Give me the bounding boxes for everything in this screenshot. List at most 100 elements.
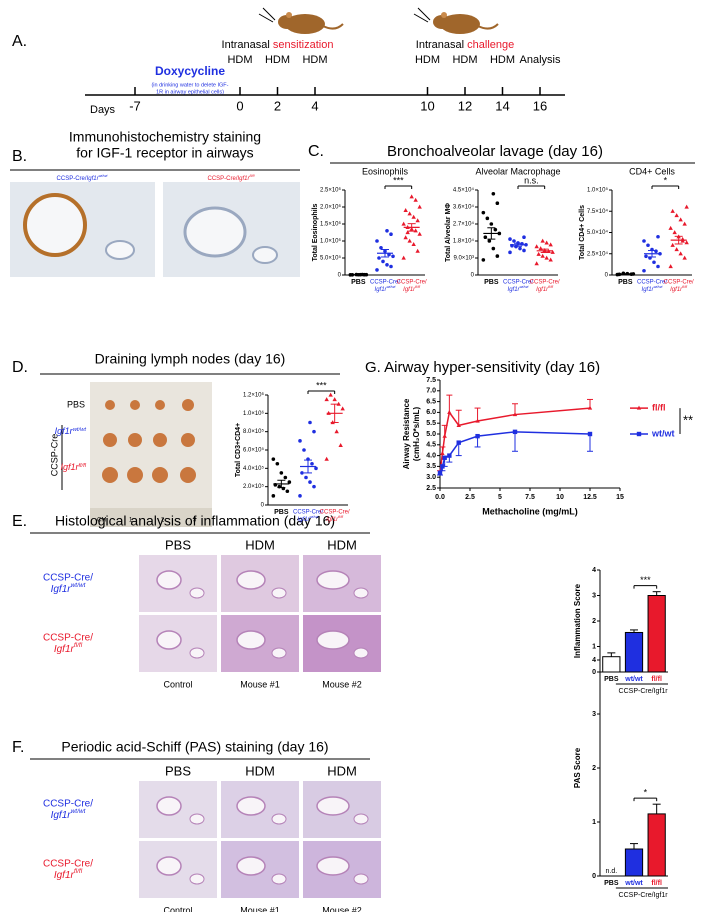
marker xyxy=(302,448,306,452)
doxycycline: Doxycycline xyxy=(155,64,225,78)
airway xyxy=(271,813,287,825)
significance: *** xyxy=(640,575,651,585)
genotype-label: Igf1rwt/wt xyxy=(51,808,87,820)
mouse-label: Control xyxy=(163,679,192,689)
marker xyxy=(407,211,412,216)
day-label: 10 xyxy=(420,98,434,113)
genotype-label: CCSP-Cre/Igf1rfl/fl xyxy=(207,173,254,182)
ruler-label: 1 xyxy=(129,518,133,524)
genotype-gene: Igf1r xyxy=(51,584,72,595)
marker xyxy=(413,197,418,202)
marker xyxy=(389,232,393,236)
airway xyxy=(189,587,205,599)
hdm-label: HDM xyxy=(302,54,327,66)
marker xyxy=(548,242,553,247)
marker xyxy=(411,214,416,219)
bar xyxy=(647,813,666,877)
x-tick-label: wt/wt xyxy=(624,880,643,887)
chart-title: Eosinophils xyxy=(362,166,409,176)
photo-label: PBS xyxy=(67,399,85,409)
genotype-label: Igf1rwt/wt xyxy=(508,284,530,293)
marker xyxy=(495,201,500,206)
y-tick-label: 2.5×10⁶ xyxy=(320,187,342,194)
marker xyxy=(411,242,416,246)
y-tick-label: 0 xyxy=(261,503,265,509)
marker xyxy=(522,235,526,240)
genotype-prefix: CCSP-Cre/ xyxy=(530,280,560,286)
airway xyxy=(316,630,350,650)
legend-label: wt/wt xyxy=(651,428,675,438)
genotype-sup: fl/fl xyxy=(79,463,87,469)
marker xyxy=(375,239,379,243)
y-tick-label: 4 xyxy=(592,567,596,574)
marker xyxy=(654,249,658,253)
marker xyxy=(377,256,381,260)
day-label: 0 xyxy=(236,98,243,113)
y-tick-label: 3.6×10⁴ xyxy=(453,204,475,211)
genotype-sup: wt/wt xyxy=(520,284,530,289)
significance: *** xyxy=(316,380,327,390)
marker xyxy=(417,204,422,209)
y-tick-label: 1 xyxy=(592,643,596,650)
genotype-sup: wt/wt xyxy=(99,173,109,178)
y-tick-label: 2.7×10⁴ xyxy=(453,221,475,228)
marker xyxy=(285,489,290,494)
marker xyxy=(403,235,408,240)
intranasal-challenge: Intranasal challenge xyxy=(416,39,514,51)
bar xyxy=(624,848,644,877)
y-tick-label: 7.0 xyxy=(426,388,436,395)
y-tick-label: 8.0×10⁵ xyxy=(243,428,265,435)
y-tick-label: 7.5 xyxy=(426,377,436,384)
y-tick-label: 2 xyxy=(592,765,596,772)
hdm-label: HDM xyxy=(452,54,477,66)
marker xyxy=(332,397,337,402)
marker xyxy=(670,242,675,247)
marker xyxy=(540,253,545,258)
x-tick-label: fl/fl xyxy=(651,676,662,683)
significance: n.s. xyxy=(524,175,539,185)
genotype-gene: Igf1r xyxy=(536,287,549,293)
marker xyxy=(308,420,312,425)
marker xyxy=(475,433,480,439)
genotype-prefix: CCSP-Cre/ xyxy=(664,280,694,286)
y-axis-label: (cmH₂O*s/mL) xyxy=(412,407,421,462)
ruler-label: CM xyxy=(97,518,106,524)
marker xyxy=(534,244,539,249)
airway xyxy=(316,570,350,590)
genotype-gene: Igf1r xyxy=(642,287,655,293)
genotype-gene: Igf1r xyxy=(54,644,75,655)
airway xyxy=(353,873,369,885)
x-tick-label: 15 xyxy=(616,494,624,501)
y-axis-label: Airway Resistance xyxy=(402,398,411,469)
significance: * xyxy=(664,175,668,185)
x-tick-label: 0.0 xyxy=(435,494,445,501)
sensitization: sensitization xyxy=(273,39,334,51)
airway xyxy=(189,873,205,885)
x-tick-label: 2.5 xyxy=(465,494,475,501)
mouse-label: Mouse #1 xyxy=(240,905,280,912)
airway xyxy=(236,630,266,650)
y-tick-label: 2.0×10⁶ xyxy=(320,204,342,211)
marker xyxy=(508,237,512,241)
column-label: HDM xyxy=(245,537,275,552)
airway xyxy=(271,873,287,885)
genotype-sup: fl/fl xyxy=(74,868,83,875)
genotype-prefix: CCSP-Cre/ xyxy=(293,510,323,516)
column-label: PBS xyxy=(165,763,191,778)
x-tick-label: fl/fl xyxy=(651,880,662,887)
genotype-prefix: CCSP-Cre/ xyxy=(57,176,87,182)
marker xyxy=(442,455,447,460)
x-tick-label: PBS xyxy=(274,509,289,516)
airway xyxy=(189,647,205,659)
day-label: 16 xyxy=(533,98,547,113)
photo-label: CCSP-Cre xyxy=(49,434,59,477)
x-tick-label: PBS xyxy=(484,279,499,286)
airway xyxy=(271,647,287,659)
group-label: CCSP-Cre/Igf1r xyxy=(619,688,669,695)
vessel xyxy=(252,246,278,264)
airway xyxy=(156,856,182,876)
marker xyxy=(656,234,660,239)
marker xyxy=(271,457,276,461)
mouse-label: Mouse #1 xyxy=(240,679,280,689)
y-tick-label: 6.0×10⁵ xyxy=(243,447,265,454)
